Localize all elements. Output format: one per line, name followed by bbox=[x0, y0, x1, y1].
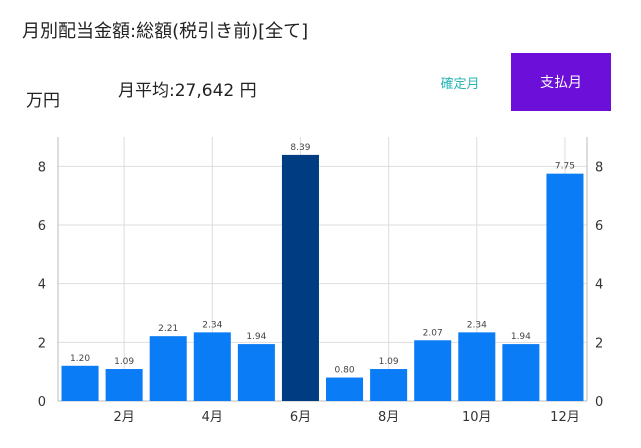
bar bbox=[326, 377, 364, 401]
bar-value-label: 2.34 bbox=[202, 320, 222, 330]
y-tick-label-left: 6 bbox=[38, 219, 46, 234]
bar-value-label: 2.34 bbox=[467, 320, 487, 330]
x-tick-label: 2月 bbox=[113, 410, 134, 425]
payment-month-button[interactable]: 支払月 bbox=[511, 53, 611, 111]
y-tick-label-left: 8 bbox=[38, 160, 46, 175]
bar-value-label: 2.07 bbox=[423, 328, 443, 338]
bar-value-label: 8.39 bbox=[290, 143, 310, 153]
bar-value-label: 1.20 bbox=[70, 354, 90, 364]
bar bbox=[61, 365, 99, 401]
bar-value-label: 1.09 bbox=[379, 357, 399, 367]
y-tick-label-right: 8 bbox=[595, 160, 603, 175]
bar-value-label: 7.75 bbox=[555, 162, 575, 172]
monthly-average: 月平均:27,642 円 bbox=[118, 81, 257, 101]
bar bbox=[370, 369, 408, 401]
y-tick-label-left: 4 bbox=[38, 278, 46, 293]
bar bbox=[281, 154, 319, 401]
bar bbox=[458, 332, 496, 401]
x-tick-label: 10月 bbox=[462, 410, 492, 425]
x-tick-label: 4月 bbox=[202, 410, 223, 425]
bar bbox=[149, 336, 187, 401]
x-tick-label: 12月 bbox=[550, 410, 580, 425]
bar-value-label: 1.94 bbox=[246, 332, 266, 342]
bar-value-label: 0.80 bbox=[335, 366, 355, 376]
bar bbox=[414, 340, 452, 401]
bar bbox=[502, 344, 540, 401]
bar bbox=[105, 369, 143, 401]
bar-value-label: 1.94 bbox=[511, 332, 531, 342]
y-tick-label-left: 2 bbox=[38, 336, 46, 351]
bar-value-label: 2.21 bbox=[158, 324, 178, 334]
bar bbox=[193, 332, 231, 401]
y-tick-label-right: 0 bbox=[595, 395, 603, 410]
x-tick-label: 8月 bbox=[378, 410, 399, 425]
page-title: 月別配当金額:総額(税引き前)[全て] bbox=[22, 21, 309, 42]
bar-value-label: 1.09 bbox=[114, 357, 134, 367]
unit-label: 万円 bbox=[26, 91, 60, 111]
y-tick-label-right: 4 bbox=[595, 278, 603, 293]
bar bbox=[237, 344, 275, 401]
y-tick-label-right: 6 bbox=[595, 219, 603, 234]
x-tick-label: 6月 bbox=[290, 410, 311, 425]
y-tick-label-right: 2 bbox=[595, 336, 603, 351]
confirmed-month-button[interactable]: 確定月 bbox=[424, 56, 496, 108]
bar bbox=[546, 173, 584, 401]
y-tick-label-left: 0 bbox=[38, 395, 46, 410]
